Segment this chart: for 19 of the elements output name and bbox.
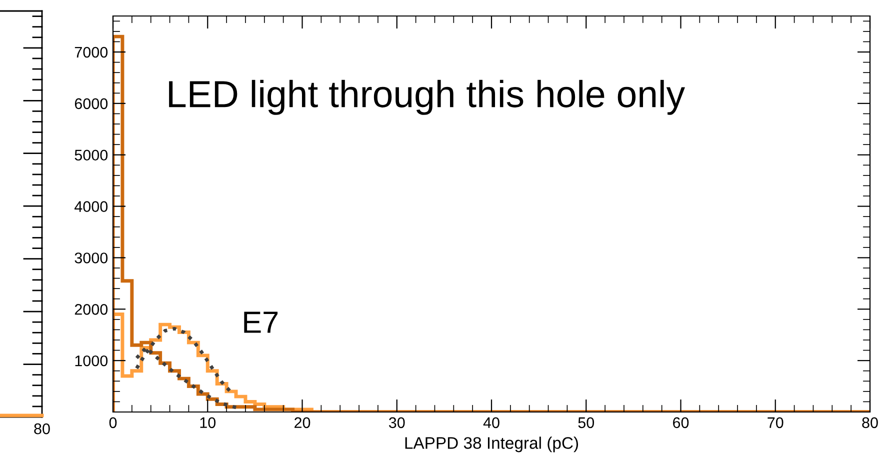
y-tick-label: 3000: [74, 252, 108, 264]
annotation: LED light through this hole only: [169, 80, 685, 115]
y-tick-label: 2000: [74, 304, 108, 315]
annotation: E7: [244, 312, 278, 333]
x-tick-label: 50: [578, 417, 594, 428]
y-tick-label: 6000: [74, 98, 108, 110]
x-tick-label: 30: [388, 417, 405, 428]
y-tick-label: 7000: [74, 46, 108, 58]
x-tick-label: 80: [862, 417, 878, 428]
x-tick-label: 0: [109, 417, 117, 428]
y-tick-label: 1000: [75, 355, 108, 366]
x-tick-label: 20: [294, 417, 310, 428]
x-tick-label: 40: [483, 417, 500, 428]
x-axis-title: LAPPD 38 Integral (pC): [405, 436, 578, 452]
x-tick-label: 60: [673, 417, 689, 428]
x-tick-label: 10: [200, 417, 216, 428]
y-tick-label: 4000: [74, 201, 108, 212]
x-tick-label: 70: [768, 417, 784, 428]
y-tick-label: 5000: [74, 150, 108, 161]
